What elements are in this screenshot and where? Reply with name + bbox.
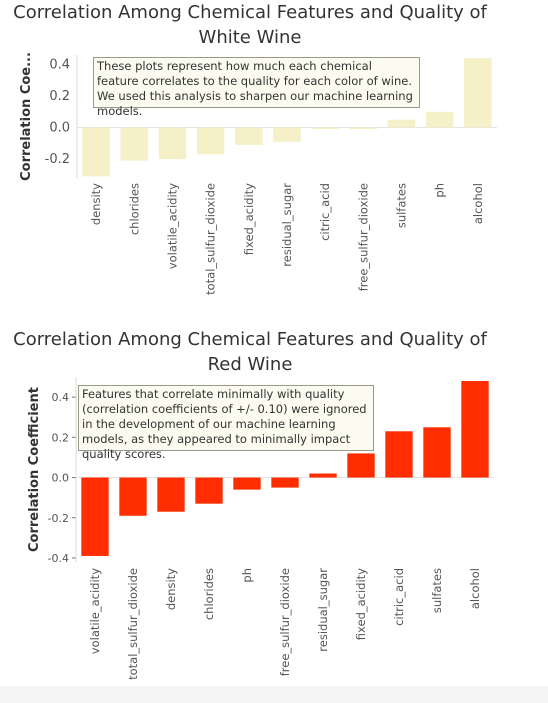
red-y-tick-label: 0.4 bbox=[52, 391, 70, 404]
red-category-label: residual_sugar bbox=[316, 568, 330, 652]
red-bar-free-sulfur-dioxide bbox=[271, 477, 299, 488]
red-wine-annotation: Features that correlate minimally with q… bbox=[78, 385, 374, 461]
white-bar-volatile-acidity bbox=[158, 127, 187, 160]
red-bar-ph bbox=[233, 477, 261, 490]
white-category-label: alcohol bbox=[471, 183, 485, 224]
red-wine-plot: Correlation Coefficient 0.4 0.2 0.0 -0.2 -0.4… bbox=[27, 377, 494, 680]
white-y-tick-label: 0.4 bbox=[49, 57, 70, 72]
white-category-label: residual_sugar bbox=[280, 183, 294, 267]
red-category-label: fixed_acidity bbox=[354, 568, 368, 640]
red-wine-title-line-2: Red Wine bbox=[207, 354, 293, 375]
red-category-label: sulfates bbox=[430, 568, 444, 613]
white-category-label: density bbox=[89, 183, 103, 225]
red-y-tick-label: -0.4 bbox=[48, 552, 69, 565]
white-wine-annotation: These plots represent how much each chem… bbox=[93, 57, 420, 118]
white-y-tick-label: 0.2 bbox=[49, 89, 70, 104]
white-bar-ph bbox=[425, 111, 454, 128]
red-bar-residual-sugar bbox=[309, 473, 337, 478]
white-category-label: free_sulfur_dioxide bbox=[356, 183, 370, 291]
red-bar-volatile-acidity bbox=[81, 477, 109, 556]
white-bar-alcohol bbox=[464, 58, 492, 128]
red-bar-fixed-acidity bbox=[347, 453, 375, 478]
white-wine-chart: Correlation Among Chemical Features and … bbox=[0, 0, 548, 310]
red-category-label: density bbox=[164, 568, 178, 610]
white-bar-density bbox=[82, 127, 110, 177]
red-y-tick-label: 0.0 bbox=[52, 472, 70, 485]
red-bar-citric-acid bbox=[385, 431, 413, 478]
red-bar-total-sulfur-dioxide bbox=[119, 477, 147, 516]
red-y-axis-title: Correlation Coefficient bbox=[27, 387, 42, 552]
red-category-label: total_sulfur_dioxide bbox=[126, 568, 140, 680]
white-bar-free-sulfur-dioxide bbox=[349, 127, 378, 130]
red-category-label: chlorides bbox=[202, 568, 216, 620]
red-category-label: alcohol bbox=[468, 568, 482, 609]
white-bar-fixed-acidity bbox=[235, 127, 263, 145]
red-wine-chart-title: Correlation Among Chemical Features and … bbox=[0, 327, 500, 377]
white-category-label: citric_acid bbox=[318, 183, 332, 241]
white-bar-residual-sugar bbox=[273, 127, 301, 142]
red-category-label: citric_acid bbox=[392, 568, 406, 626]
red-category-label: ph bbox=[240, 568, 254, 583]
white-bar-sulfates bbox=[387, 119, 416, 128]
white-wine-title-line-1: Correlation Among Chemical Features and … bbox=[13, 2, 487, 23]
white-category-label: total_sulfur_dioxide bbox=[204, 183, 218, 295]
white-wine-title-line-2: White Wine bbox=[198, 27, 302, 48]
white-wine-plot: Correlation Coe... 0.4 0.2 0.0 -0.2 density ch… bbox=[19, 52, 497, 295]
red-bar-sulfates bbox=[423, 427, 451, 478]
white-bar-citric-acid bbox=[311, 127, 339, 130]
white-category-label: sulfates bbox=[395, 183, 409, 228]
white-bar-chlorides bbox=[120, 127, 149, 161]
red-category-label: volatile_acidity bbox=[88, 568, 102, 654]
bottom-strip bbox=[0, 686, 548, 703]
white-y-tick-label: -0.2 bbox=[45, 152, 70, 167]
white-category-label: ph bbox=[433, 183, 447, 198]
white-y-axis-title: Correlation Coe... bbox=[19, 52, 34, 181]
red-wine-title-line-1: Correlation Among Chemical Features and … bbox=[13, 329, 487, 350]
red-bar-density bbox=[157, 477, 185, 512]
white-y-tick-label: 0.0 bbox=[49, 121, 70, 136]
red-y-tick-label: -0.2 bbox=[48, 512, 69, 525]
red-bar-chlorides bbox=[195, 477, 223, 504]
red-bar-alcohol bbox=[461, 381, 489, 478]
red-wine-chart: Correlation Among Chemical Features and … bbox=[0, 325, 548, 686]
white-category-label: chlorides bbox=[127, 183, 141, 235]
white-category-label: fixed_acidity bbox=[242, 183, 256, 255]
white-bar-total-sulfur-dioxide bbox=[196, 127, 225, 155]
red-y-tick-label: 0.2 bbox=[52, 431, 70, 444]
red-category-label: free_sulfur_dioxide bbox=[278, 568, 292, 676]
white-wine-chart-title: Correlation Among Chemical Features and … bbox=[0, 0, 500, 50]
white-category-label: volatile_acidity bbox=[165, 183, 179, 269]
